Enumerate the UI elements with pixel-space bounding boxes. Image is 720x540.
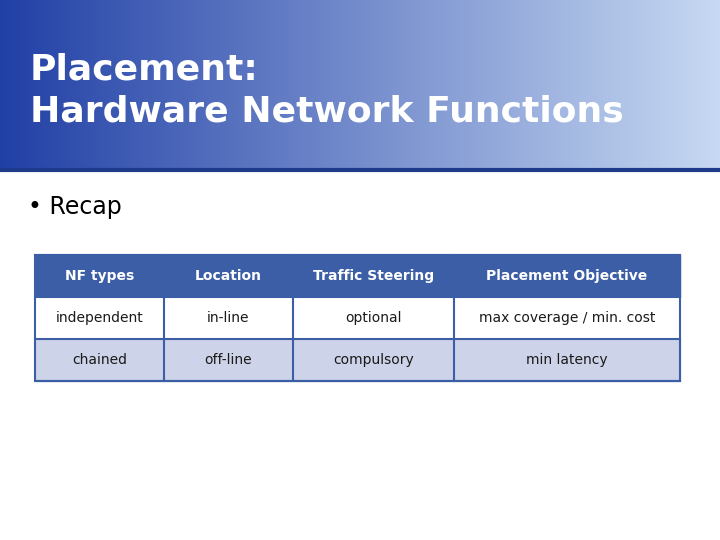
Text: min latency: min latency: [526, 353, 608, 367]
Bar: [164, 255, 293, 297]
Bar: [164, 339, 293, 381]
Bar: [164, 297, 293, 339]
Bar: [454, 255, 680, 297]
Text: Placement Objective: Placement Objective: [487, 269, 648, 283]
Bar: [293, 297, 454, 339]
Text: optional: optional: [346, 311, 402, 325]
Text: independent: independent: [55, 311, 143, 325]
Text: compulsory: compulsory: [333, 353, 414, 367]
Text: Placement:: Placement:: [30, 52, 258, 86]
Text: Hardware Network Functions: Hardware Network Functions: [30, 95, 624, 129]
Bar: [454, 297, 680, 339]
Bar: [454, 339, 680, 381]
Text: Traffic Steering: Traffic Steering: [313, 269, 434, 283]
Text: in-line: in-line: [207, 311, 250, 325]
Text: chained: chained: [72, 353, 127, 367]
Bar: [35, 297, 164, 339]
Text: NF types: NF types: [65, 269, 134, 283]
Bar: [293, 339, 454, 381]
Text: max coverage / min. cost: max coverage / min. cost: [479, 311, 655, 325]
Bar: [35, 255, 164, 297]
Text: • Recap: • Recap: [28, 195, 122, 219]
Text: Location: Location: [195, 269, 262, 283]
Bar: [293, 255, 454, 297]
Text: off-line: off-line: [204, 353, 252, 367]
Bar: [35, 339, 164, 381]
